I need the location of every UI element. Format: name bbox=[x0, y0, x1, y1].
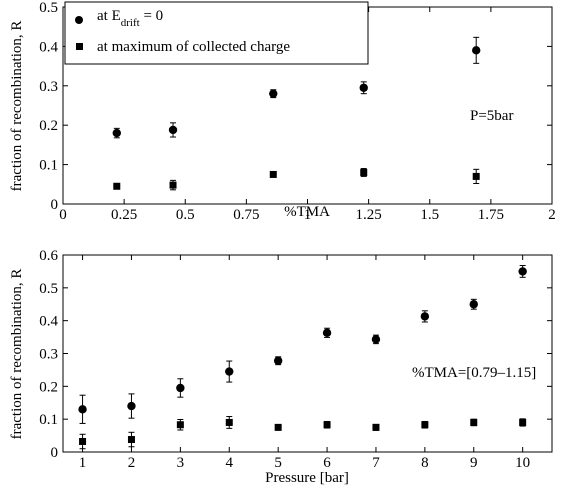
chart-bottom: 1 2 3 4 5 6 7 8 9 10 0 0.1 0.2 0.3 0.4 0.5 0.6 Pressure … bbox=[9, 248, 553, 486]
bottom-point-square bbox=[274, 423, 282, 431]
bottom-y-tick-label: 0 bbox=[51, 445, 59, 461]
bottom-point-square bbox=[127, 436, 135, 444]
bottom-point-square bbox=[470, 418, 478, 426]
bottom-point-square bbox=[519, 418, 527, 426]
top-point-square bbox=[169, 181, 177, 189]
bottom-x-tick-label: 6 bbox=[323, 455, 331, 471]
bottom-point-circle bbox=[176, 383, 185, 393]
bottom-point-circle bbox=[469, 300, 478, 309]
bottom-x-tick-label: 3 bbox=[177, 455, 185, 471]
bottom-point-square bbox=[323, 421, 331, 429]
top-y-tick-label: 0.5 bbox=[39, 0, 58, 16]
annotation-pressure: P=5bar bbox=[470, 108, 513, 124]
bottom-y-tick-label: 0.1 bbox=[39, 412, 58, 428]
x-axis-label-top: %TMA bbox=[284, 204, 330, 220]
top-y-tick-label: 0 bbox=[51, 197, 59, 213]
bottom-y-tick-label: 0.2 bbox=[39, 379, 58, 395]
bottom-x-tick-label: 7 bbox=[372, 455, 380, 471]
top-point-circle bbox=[168, 125, 178, 135]
bottom-point-square bbox=[176, 421, 184, 429]
top-y-tick-label: 0.2 bbox=[39, 118, 58, 134]
chart-top: 0 0.25 0.5 0.75 1 1.25 1.5 1.75 2 0 0.1 0.2 0.3 0.4 0.… bbox=[9, 0, 556, 223]
bottom-x-tick-label: 1 bbox=[79, 455, 87, 471]
bottom-point-circle bbox=[518, 267, 527, 276]
ticks-top: 0 0.25 0.5 0.75 1 1.25 1.5 1.75 2 0 0.1 0.2 0.3 0.4 0.… bbox=[39, 0, 556, 223]
bottom-point-square bbox=[225, 418, 233, 426]
bottom-point-circle bbox=[225, 367, 234, 376]
top-y-tick-label: 0.3 bbox=[39, 79, 58, 95]
marks-top bbox=[112, 36, 481, 191]
legend: at Edrift = 0 at maximum of collected ch… bbox=[64, 1, 369, 65]
top-x-tick-label: 1.5 bbox=[420, 207, 439, 223]
top-y-tick-label: 0.1 bbox=[39, 158, 58, 174]
bottom-point-circle bbox=[78, 405, 87, 414]
top-point-square bbox=[113, 182, 121, 190]
plot-area-bottom bbox=[62, 254, 553, 453]
top-point-circle bbox=[359, 83, 368, 92]
top-x-tick-label: 1.25 bbox=[356, 207, 382, 223]
bottom-y-tick-label: 0.5 bbox=[39, 281, 58, 297]
bottom-y-tick-label: 0.3 bbox=[39, 347, 58, 363]
top-point-circle bbox=[269, 89, 278, 98]
top-point-circle bbox=[112, 128, 121, 138]
top-x-tick-label: 1 bbox=[304, 207, 312, 223]
legend-box bbox=[64, 1, 369, 65]
legend-label-max-charge: at maximum of collected charge bbox=[97, 39, 290, 55]
bottom-x-tick-label: 10 bbox=[515, 455, 530, 471]
y-axis-label-top: fraction of recombination, R bbox=[9, 21, 25, 192]
top-x-tick-label: 0 bbox=[59, 207, 67, 223]
top-x-tick-label: 0.5 bbox=[176, 207, 195, 223]
bottom-point-square bbox=[372, 423, 380, 431]
y-axis-label-bottom: fraction of recombination, R bbox=[9, 269, 25, 440]
ticks-bottom: 1 2 3 4 5 6 7 8 9 10 0 0.1 0.2 0.3 0.4 0.5 0.6 bbox=[39, 248, 552, 471]
bottom-point-circle bbox=[273, 356, 283, 365]
top-y-tick-label: 0.4 bbox=[39, 39, 58, 55]
annotation-tma-range: %TMA=[0.79–1.15] bbox=[412, 365, 536, 381]
bottom-point-circle bbox=[127, 401, 136, 411]
bottom-x-tick-label: 2 bbox=[128, 455, 136, 471]
bottom-point-square bbox=[421, 421, 429, 429]
bottom-x-tick-label: 4 bbox=[226, 455, 234, 471]
bottom-point-circle bbox=[420, 312, 430, 321]
legend-square-marker bbox=[76, 43, 83, 50]
top-x-tick-label: 2 bbox=[548, 207, 556, 223]
top-point-square bbox=[269, 170, 277, 178]
bottom-point-circle bbox=[371, 335, 381, 344]
top-point-square bbox=[360, 168, 368, 176]
bottom-x-tick-label: 8 bbox=[421, 455, 429, 471]
top-point-circle bbox=[472, 46, 481, 55]
top-x-tick-label: 1.75 bbox=[478, 207, 504, 223]
bottom-y-tick-label: 0.4 bbox=[39, 314, 58, 330]
bottom-x-tick-label: 9 bbox=[470, 455, 478, 471]
legend-circle-marker bbox=[75, 16, 83, 24]
marks-bottom bbox=[78, 265, 527, 450]
bottom-point-square bbox=[79, 437, 87, 445]
bottom-y-tick-label: 0.6 bbox=[39, 248, 58, 264]
bottom-x-tick-label: 5 bbox=[274, 455, 282, 471]
x-axis-label-bottom: Pressure [bar] bbox=[265, 470, 349, 486]
bottom-point-circle bbox=[322, 328, 332, 338]
top-point-square bbox=[472, 172, 480, 180]
legend-label-edrift: at Edrift = 0 bbox=[97, 8, 163, 29]
top-x-tick-label: 0.25 bbox=[111, 207, 137, 223]
top-x-tick-label: 0.75 bbox=[233, 207, 259, 223]
